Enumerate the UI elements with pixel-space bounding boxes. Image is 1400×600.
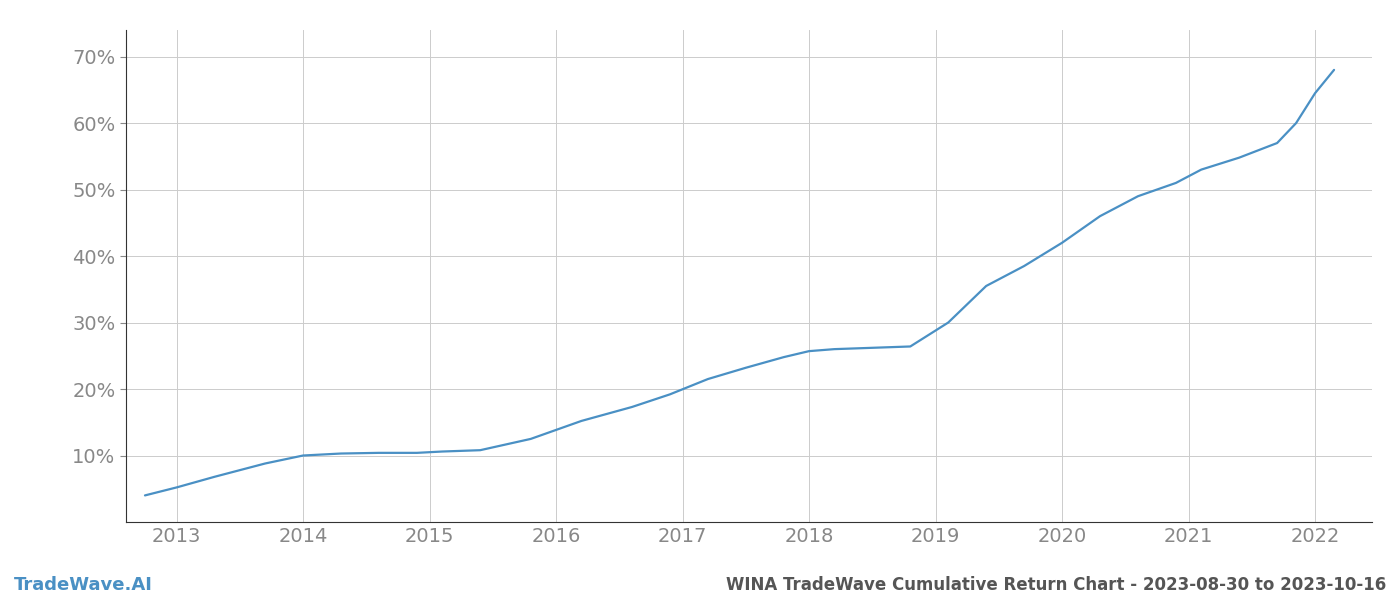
Text: TradeWave.AI: TradeWave.AI [14,576,153,594]
Text: WINA TradeWave Cumulative Return Chart - 2023-08-30 to 2023-10-16: WINA TradeWave Cumulative Return Chart -… [725,576,1386,594]
